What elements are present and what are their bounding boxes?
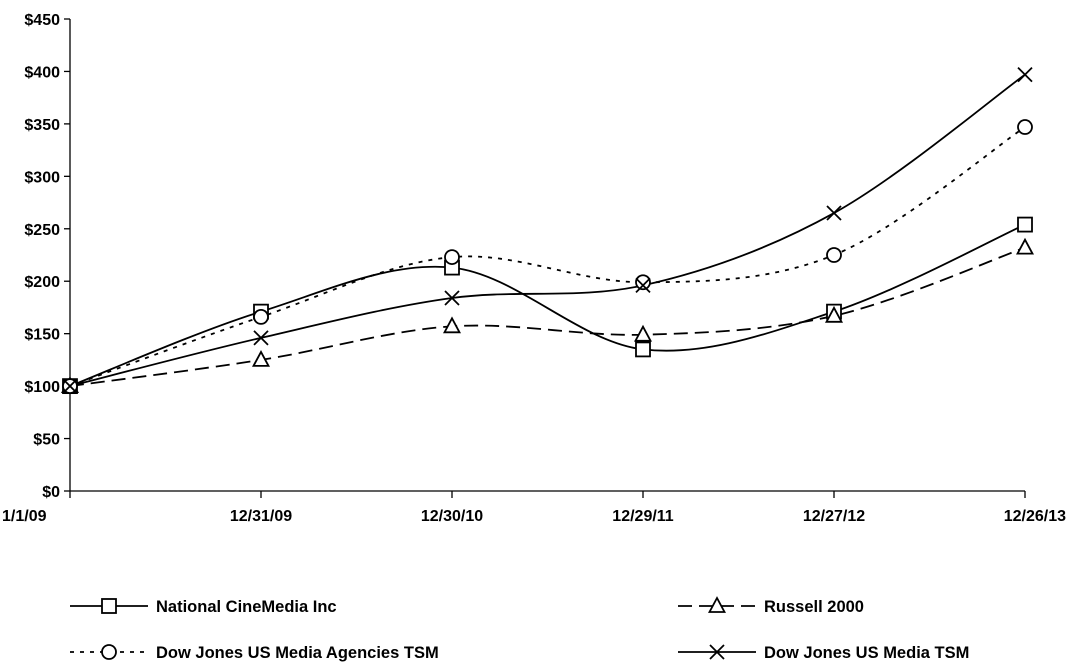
y-tick-label: $300 — [24, 169, 60, 186]
data-point-x — [62, 378, 78, 394]
x-tick-label: 12/29/11 — [612, 508, 674, 525]
chart-axes — [69, 19, 1025, 492]
legend-marker-circle — [101, 644, 117, 660]
legend-marker-x — [709, 644, 725, 660]
data-point-x — [1017, 66, 1033, 83]
y-tick-label: $150 — [24, 327, 60, 344]
series-line-3 — [69, 73, 1026, 387]
data-point-circle — [635, 274, 651, 291]
data-point-x — [444, 290, 460, 306]
x-tick-label: 12/30/10 — [421, 508, 483, 525]
legend-item: Dow Jones US Media TSM — [678, 644, 969, 662]
legend-label: National CineMedia Inc — [156, 598, 337, 616]
legend-label: Dow Jones US Media TSM — [764, 644, 969, 662]
y-tick-label: $450 — [24, 12, 60, 29]
series-line-1 — [69, 246, 1026, 388]
y-tick-label: $400 — [24, 64, 60, 81]
y-tick-label: $100 — [24, 379, 60, 396]
data-point-triangle — [1015, 237, 1035, 255]
series-markers — [60, 66, 1035, 395]
y-tick-label: $350 — [24, 117, 60, 134]
y-tick-label: $0 — [42, 484, 60, 501]
series-line-2 — [69, 126, 1026, 387]
legend-item: National CineMedia Inc — [70, 598, 337, 616]
y-tick-label: $200 — [24, 274, 60, 291]
data-point-x — [253, 330, 269, 346]
data-point-square — [635, 341, 651, 358]
y-tick-label: $250 — [24, 222, 60, 239]
data-point-circle — [1017, 119, 1033, 135]
y-ticks: $0 $50 $100 $150 $200 $250 $300 $350 $400 $450 — [24, 12, 70, 501]
x-ticks: 1/1/09 12/31/09 12/30/10 12/29/11 12/27/12 12… — [2, 491, 1066, 525]
legend-item: Russell 2000 — [678, 596, 864, 616]
data-point-triangle — [251, 349, 271, 367]
data-point-circle — [444, 249, 460, 265]
series-line-0 — [69, 223, 1026, 387]
legend-item: Dow Jones US Media Agencies TSM — [70, 644, 439, 662]
x-tick-label: 12/27/12 — [803, 508, 865, 525]
data-point-square — [1017, 216, 1033, 233]
series-lines — [69, 73, 1026, 388]
data-point-circle — [253, 308, 269, 325]
data-point-circle — [826, 247, 842, 263]
legend-marker-square — [101, 598, 117, 614]
x-tick-label: 12/26/13 — [1004, 508, 1066, 525]
legend-label: Russell 2000 — [764, 598, 864, 616]
data-point-triangle — [824, 305, 844, 323]
data-point-triangle — [633, 324, 653, 342]
legend: National CineMedia Inc Russell 2000 Dow Jo… — [70, 596, 969, 662]
y-tick-label: $50 — [33, 432, 60, 449]
x-tick-label: 1/1/09 — [2, 508, 47, 525]
data-point-x — [635, 277, 651, 294]
data-point-triangle — [442, 316, 462, 334]
x-tick-label: 12/31/09 — [230, 508, 292, 525]
legend-label: Dow Jones US Media Agencies TSM — [156, 644, 439, 662]
legend-marker-triangle — [707, 596, 727, 613]
data-point-x — [826, 205, 842, 221]
